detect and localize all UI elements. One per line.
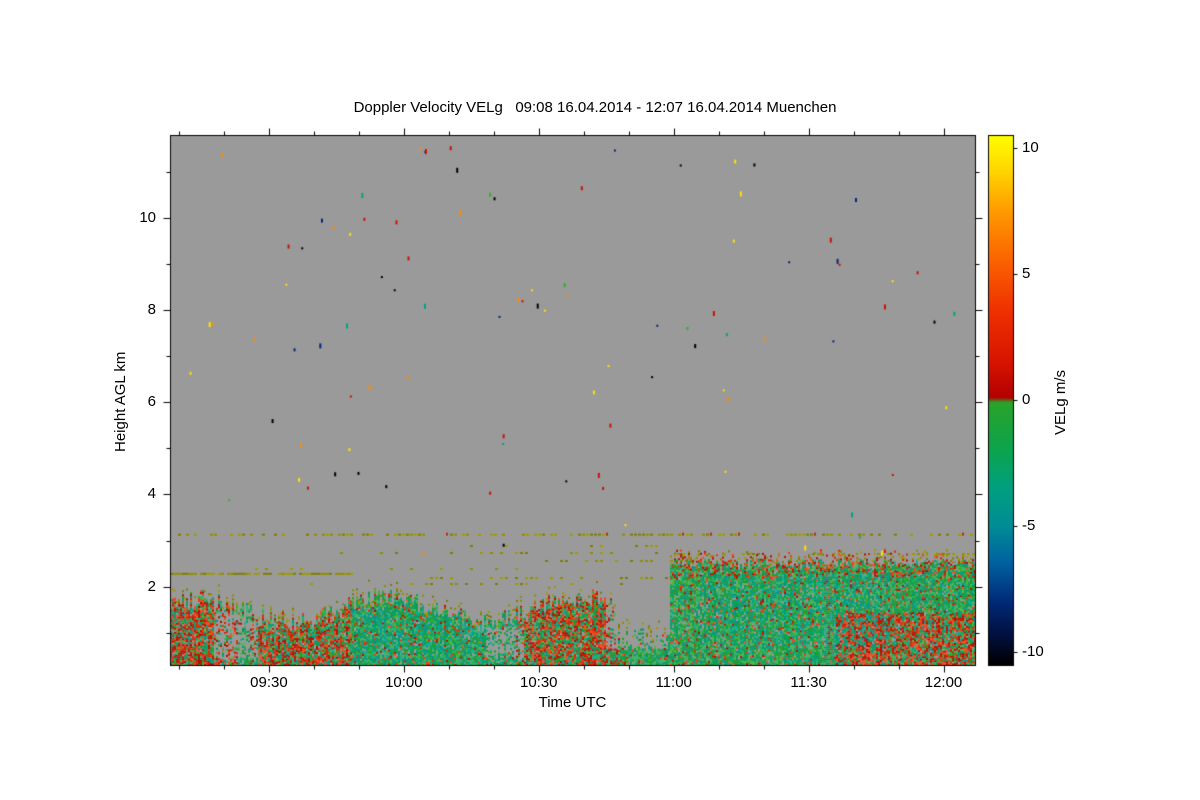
colorbar-label: VELg m/s xyxy=(1052,369,1069,435)
x-axis-label: Time UTC xyxy=(538,694,607,711)
y-axis-label: Height AGL km xyxy=(112,351,129,452)
chart-title: Doppler Velocity VELg 09:08 16.04.2014 -… xyxy=(353,99,837,116)
